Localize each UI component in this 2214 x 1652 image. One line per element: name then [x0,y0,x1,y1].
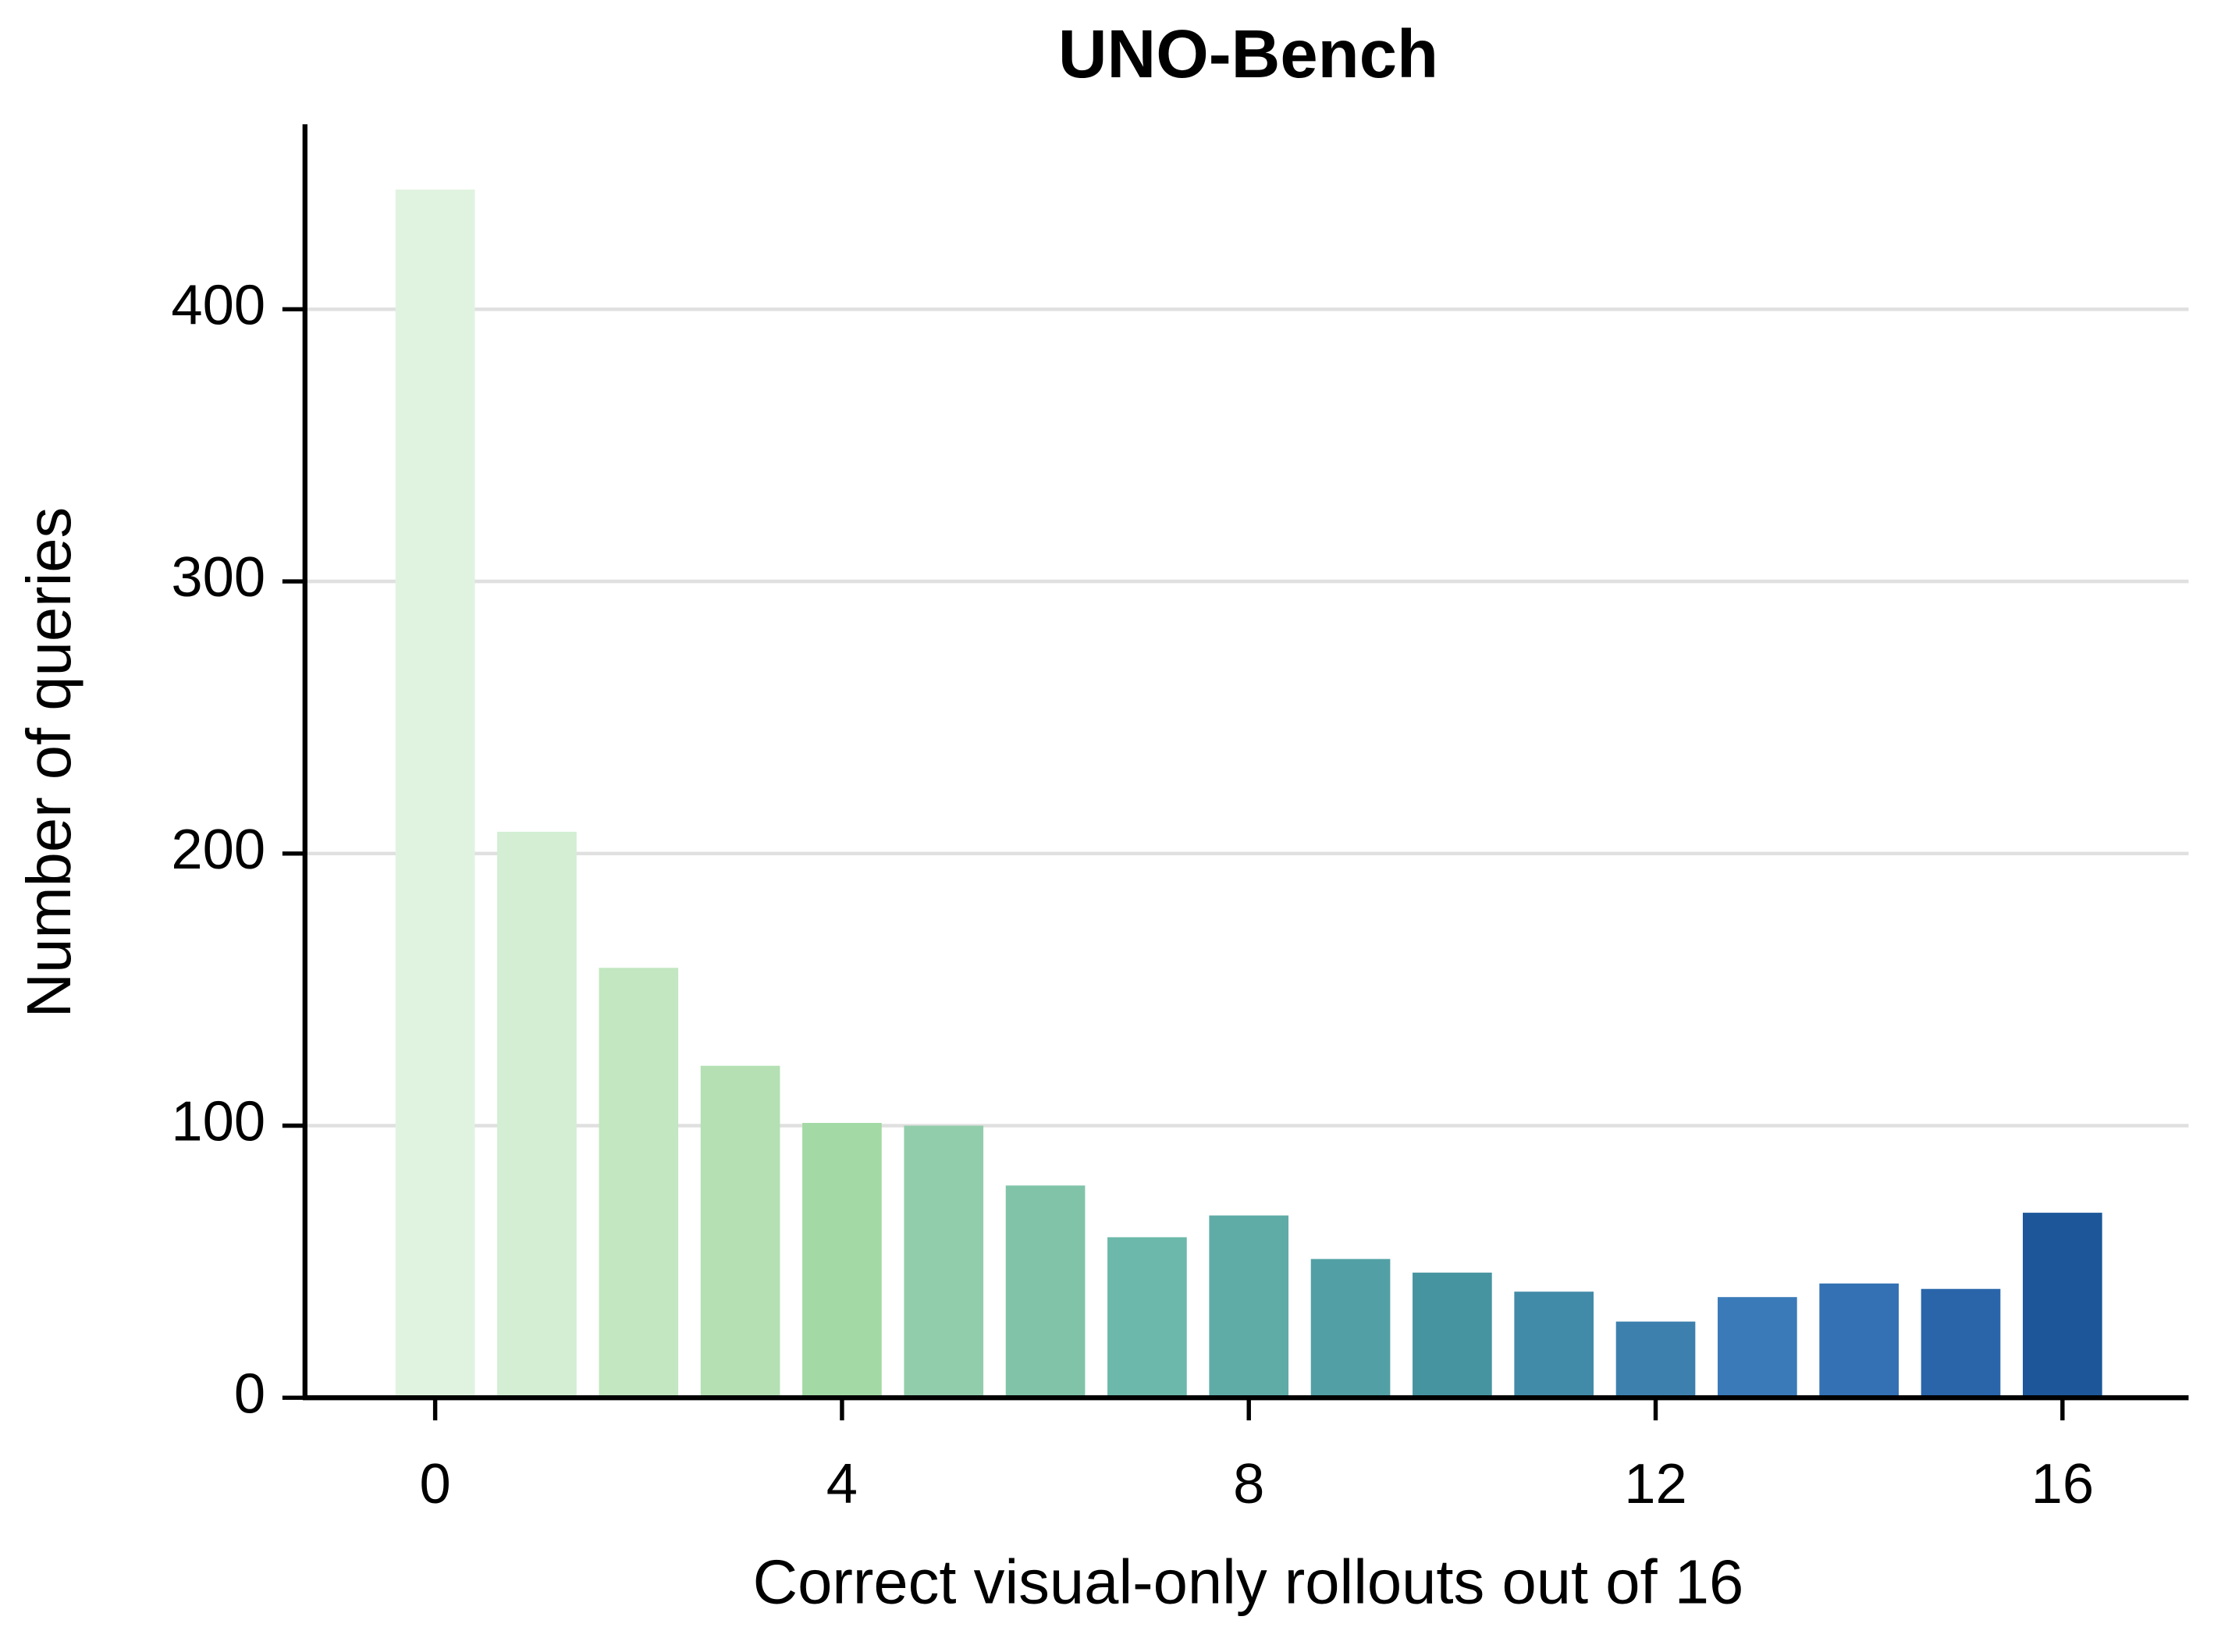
x-tick-label: 4 [826,1452,858,1515]
y-tick-label: 0 [234,1362,265,1425]
bar [497,831,577,1398]
x-tick-label: 12 [1624,1452,1687,1515]
y-tick-label: 100 [171,1090,265,1153]
bar [1413,1272,1492,1398]
y-axis-label: Number of queries [14,507,84,1018]
bar [599,968,679,1398]
x-tick-label: 8 [1233,1452,1264,1515]
bar [1615,1321,1696,1398]
bar [1209,1215,1289,1398]
bar [2023,1213,2102,1398]
x-tick-label: 0 [420,1452,451,1515]
bar [1514,1291,1594,1398]
bar [802,1123,882,1398]
bar [1921,1288,2001,1398]
bar [904,1125,984,1398]
bar [1107,1237,1187,1398]
bar [1310,1259,1391,1398]
y-tick-label: 400 [171,273,265,336]
bar [395,189,475,1398]
bar [700,1065,780,1398]
x-axis-label: Correct visual-only rollouts out of 16 [753,1547,1744,1617]
x-tick-label: 16 [2031,1452,2095,1515]
bar [1819,1283,1899,1398]
y-tick-label: 300 [171,545,265,609]
y-tick-label: 200 [171,818,265,881]
bar [1718,1297,1797,1398]
chart-title: UNO-Bench [1058,16,1438,92]
bar [1005,1185,1086,1398]
